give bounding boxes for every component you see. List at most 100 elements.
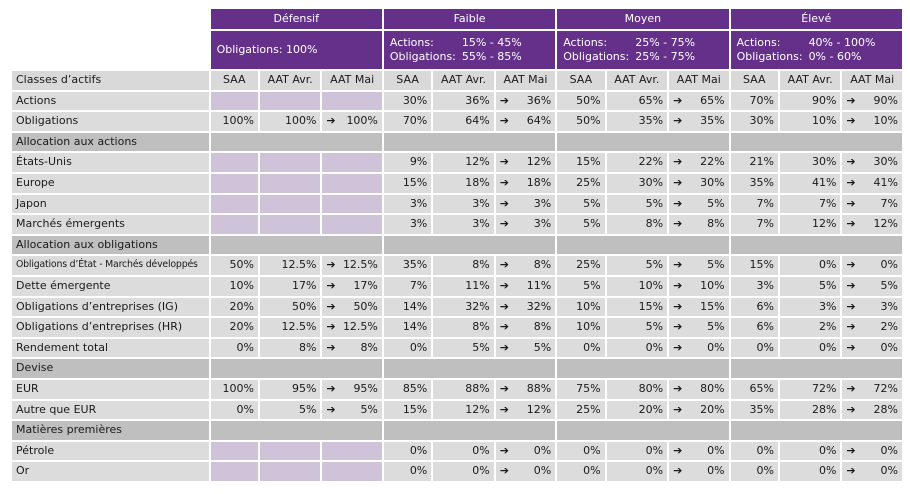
range-asset: Obligations: [563,50,630,63]
value-cell: 72% [779,379,841,399]
value-cell: 25% [557,173,605,193]
cell-value: 14% [402,320,428,334]
arrow-right-icon: ➔ [846,114,856,128]
arrow-right-icon: ➔ [326,320,336,334]
arrow-right-icon: ➔ [499,114,509,128]
arrow-right-icon: ➔ [326,114,336,128]
value-cell: 3% [433,215,494,234]
empty-cell [322,215,382,234]
value-cell: 8% [259,338,321,358]
cell-value: 12% [526,155,552,169]
section-fill [383,421,556,440]
cell-value: 0% [756,464,774,478]
cell-value: 3% [533,196,552,210]
value-cell: ➔ 0% [669,338,729,358]
value-cell: ➔ 12.5% [322,256,382,275]
cell-value: 0% [818,258,837,272]
value-cell: ➔ 8% [495,318,556,337]
cell-value: 6% [756,320,774,334]
cell-value: 11% [526,278,552,292]
cell-value: 70% [749,93,774,107]
arrow-right-icon: ➔ [846,217,856,231]
value-cell: 15% [606,297,668,317]
arrow-right-icon: ➔ [673,443,683,457]
empty-cell [259,153,321,172]
cell-value: 8% [707,217,725,231]
cell-value: 100% [284,114,317,128]
profile-range: Obligations: 100% [210,31,382,69]
header-spacer [12,31,209,69]
cell-value: 10% [700,278,725,292]
section-fill [210,359,382,378]
value-cell: 95% [259,379,321,399]
range-asset: Actions: [389,36,434,49]
cell-value: 12.5% [342,320,378,334]
value-cell: ➔ 64% [495,112,556,131]
value-cell: ➔ 10% [842,112,902,131]
arrow-right-icon: ➔ [673,464,683,478]
value-cell: 80% [606,379,668,399]
arrow-right-icon: ➔ [673,402,683,416]
cell-value: 15% [749,258,774,272]
empty-cell [210,462,258,481]
cell-value: 0% [533,443,552,457]
cell-value: 50% [353,299,378,313]
row-label: Obligations [12,112,209,131]
cell-value: 0% [409,443,428,457]
arrow-right-icon: ➔ [499,217,509,231]
table-row: Europe 15% 18% ➔ 18% 25% 30% ➔ 30% 35% 41% ➔ 41% [12,173,902,193]
column-header: AAT Mai [669,71,729,90]
value-cell: 0% [383,338,432,358]
arrow-right-icon: ➔ [673,258,683,272]
cell-value: 0% [645,340,664,354]
table-row: Japon 3% 3% ➔ 3% 5% 5% ➔ 5% 7% 7% ➔ 7% [12,194,902,214]
value-cell: 8% [433,256,494,275]
cell-value: 28% [811,402,837,416]
value-cell: ➔ 18% [495,173,556,193]
cell-value: 12.5% [281,320,317,334]
arrow-right-icon: ➔ [846,196,856,210]
cell-value: 22% [638,155,664,169]
column-header: AAT Avr. [779,71,841,90]
value-cell: 35% [383,256,432,275]
cell-value: 20% [638,402,664,416]
value-cell: ➔ 12% [495,153,556,172]
value-cell: ➔ 32% [495,297,556,317]
range-asset: Obligations: [216,43,283,56]
cell-value: 0% [818,464,837,478]
arrow-right-icon: ➔ [846,340,856,354]
range-value: 15% - 45% [461,36,522,49]
section-fill [730,421,902,440]
value-cell: 32% [433,297,494,317]
value-cell: 10% [557,318,605,337]
column-header: AAT Mai [322,71,382,90]
section-title: Allocation aux obligations [12,235,209,255]
cell-value: 41% [811,175,837,189]
value-cell: 10% [606,276,668,296]
value-cell: 20% [210,318,258,337]
value-cell: 20% [210,297,258,317]
value-cell: 30% [730,112,778,131]
cell-value: 50% [229,258,254,272]
range-asset: Actions: [563,36,608,49]
value-cell: 14% [383,318,432,337]
value-cell: ➔ 0% [669,441,729,461]
range-line: Obligations: 25% - 75% [563,50,722,64]
cell-value: 0% [818,340,837,354]
value-cell: 88% [433,379,494,399]
value-cell: 28% [779,400,841,420]
cell-value: 5% [645,258,664,272]
cell-value: 7% [756,217,774,231]
cell-value: 15% [402,175,428,189]
cell-value: 5% [645,196,664,210]
arrow-right-icon: ➔ [673,381,683,395]
empty-cell [210,441,258,461]
value-cell: 25% [557,400,605,420]
value-cell: 10% [779,112,841,131]
empty-cell [259,215,321,234]
value-cell: 15% [383,400,432,420]
arrow-right-icon: ➔ [499,175,509,189]
profile-range: Actions: 25% - 75% Obligations: 25% - 75% [557,31,729,69]
empty-cell [322,194,382,214]
